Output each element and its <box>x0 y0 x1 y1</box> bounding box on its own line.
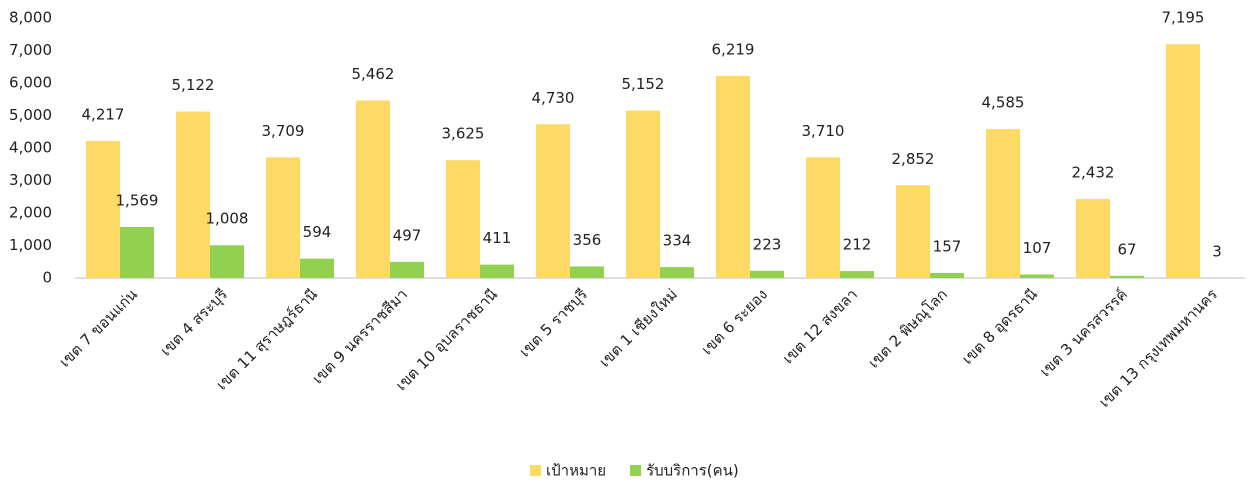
y-tick-label: 1,000 <box>9 236 52 254</box>
bar <box>986 129 1020 278</box>
y-tick-label: 3,000 <box>9 171 52 189</box>
x-tick-label: เขต 5 ราชบุรี <box>516 285 592 361</box>
bar <box>390 262 424 278</box>
y-tick-label: 8,000 <box>9 9 52 27</box>
bar <box>896 185 930 278</box>
data-label: 6,219 <box>712 40 755 58</box>
data-label: 497 <box>393 226 422 244</box>
data-label: 2,852 <box>892 150 935 168</box>
data-label: 356 <box>573 231 602 249</box>
data-label: 411 <box>483 229 512 247</box>
legend-swatch <box>530 465 541 476</box>
data-label: 5,152 <box>622 75 665 93</box>
bar <box>930 273 964 278</box>
data-label: 1,569 <box>116 192 159 210</box>
y-tick-label: 2,000 <box>9 204 52 222</box>
bar <box>716 76 750 278</box>
bar <box>266 157 300 278</box>
bar <box>660 267 694 278</box>
data-label: 4,585 <box>982 93 1025 111</box>
bar <box>210 245 244 278</box>
y-tick-label: 6,000 <box>9 74 52 92</box>
y-tick-label: 5,000 <box>9 106 52 124</box>
x-tick-label: เขต 4 สระบุรี <box>157 285 232 360</box>
x-tick-label: เขต 9 นครราชสีมา <box>309 285 411 387</box>
bar <box>1076 199 1110 278</box>
data-label: 334 <box>663 232 692 250</box>
data-label: 5,462 <box>352 65 395 83</box>
bar <box>1110 276 1144 278</box>
data-label: 107 <box>1023 239 1052 257</box>
bar <box>840 271 874 278</box>
bar <box>356 100 390 278</box>
legend-label: เป้าหมาย <box>546 462 606 480</box>
bar <box>570 266 604 278</box>
data-label: 3,709 <box>262 122 305 140</box>
y-tick-label: 0 <box>42 269 52 287</box>
data-label: 3,710 <box>802 122 845 140</box>
y-tick-label: 4,000 <box>9 139 52 157</box>
data-label: 4,730 <box>532 89 575 107</box>
bar <box>120 227 154 278</box>
data-label: 2,432 <box>1072 163 1115 181</box>
data-label: 212 <box>843 236 872 254</box>
legend-swatch <box>630 465 641 476</box>
x-tick-label: เขต 10 อุบลราชธานี <box>392 285 502 395</box>
bar <box>446 160 480 278</box>
data-label: 4,217 <box>82 105 125 123</box>
bar <box>480 265 514 278</box>
x-tick-label: เขต 7 ขอนแก่น <box>56 285 141 370</box>
y-tick-label: 7,000 <box>9 41 52 59</box>
data-label: 3,625 <box>442 125 485 143</box>
bar <box>536 124 570 278</box>
legend-label: รับบริการ(คน) <box>646 462 739 480</box>
x-tick-label: เขต 6 ระยอง <box>698 285 771 358</box>
data-label: 5,122 <box>172 76 215 94</box>
x-tick-label: เขต 11 สุราษฎร์ธานี <box>213 285 322 394</box>
bar <box>1166 44 1200 278</box>
data-label: 223 <box>753 235 782 253</box>
data-label: 1,008 <box>206 210 249 228</box>
data-label: 7,195 <box>1162 9 1205 27</box>
bar <box>176 112 210 278</box>
bar <box>300 259 334 278</box>
data-label: 157 <box>933 237 962 255</box>
data-label: 594 <box>303 223 332 241</box>
x-tick-label: เขต 1 เชียงใหม่ <box>596 285 681 370</box>
bar <box>1020 275 1054 278</box>
x-tick-label: เขต 3 นครสวรรค์ <box>1036 285 1131 380</box>
bar <box>750 271 784 278</box>
data-label: 3 <box>1212 242 1222 260</box>
x-tick-label: เขต 12 สงขลา <box>779 285 861 367</box>
bar <box>626 111 660 278</box>
x-tick-label: เขต 2 พิษณุโลก <box>865 285 952 372</box>
bar <box>806 157 840 278</box>
data-label: 67 <box>1117 240 1136 258</box>
x-tick-label: เขต 8 อุดรธานี <box>958 285 1041 368</box>
